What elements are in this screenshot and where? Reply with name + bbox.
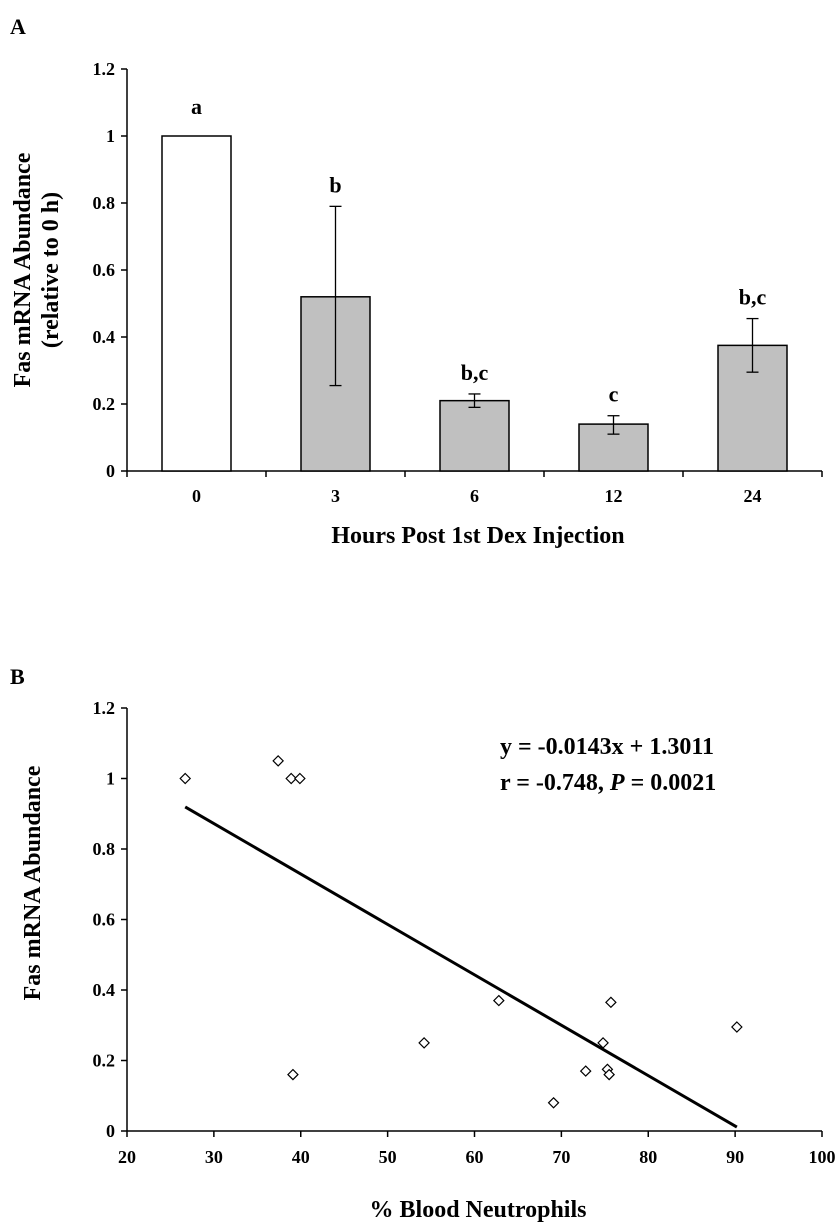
panel-b-x-tick-label: 50: [379, 1147, 397, 1167]
panel-a-y-tick-label: 0.2: [93, 394, 116, 414]
panel-b-x-tick-label: 30: [205, 1147, 223, 1167]
panel-b-y-tick-label: 0.2: [93, 1051, 116, 1071]
panel-a-significance-label: b,c: [461, 360, 489, 385]
panel-a-axes: [121, 68, 823, 477]
panel-a-error-bars: [329, 205, 759, 435]
panel-b-x-tick-label: 80: [639, 1147, 657, 1167]
panel-b-regression-line: [184, 805, 738, 1129]
panel-a-significance-labels: a b b,c c b,c: [191, 94, 766, 407]
panel-a-y-tick-label: 0.8: [93, 193, 116, 213]
panel-b-data-point: [603, 1068, 616, 1081]
panel-a-y-tick-label: 0.4: [93, 327, 116, 347]
panel-b-x-tick-label: 60: [466, 1147, 484, 1167]
panel-b-x-tick-labels: 20 30 40 50 60 70 80 90 100: [118, 1147, 836, 1167]
panel-b-data-point: [285, 772, 298, 785]
panel-b-data-point: [731, 1021, 743, 1033]
panel-b-trendline: [184, 805, 738, 1129]
panel-a-y-tick-labels: 0 0.2 0.4 0.6 0.8 1 1.2: [93, 59, 116, 481]
panel-a-bar: [439, 399, 510, 472]
panel-b-stats-p: P: [609, 770, 625, 796]
panel-b: B 00.20.40.60.811.2 20 30 40 50 60 70 80 90 100 …: [10, 664, 836, 1223]
panel-b-y-tick-label: 0.4: [93, 980, 116, 1000]
panel-a-significance-label: c: [609, 382, 619, 407]
panel-b-data-point: [547, 1096, 560, 1109]
panel-a-y-tick-label: 0.6: [93, 260, 116, 280]
panel-b-data-point: [294, 772, 306, 785]
panel-b-data-point: [418, 1037, 430, 1049]
panel-b-x-tick-label: 70: [552, 1147, 570, 1167]
panel-a-y-tick-label: 1: [106, 126, 115, 146]
panel-b-y-tick-labels: 0 0.2 0.4 0.6 0.8 1 1.2: [93, 698, 116, 1141]
panel-a-significance-label: b: [329, 172, 341, 197]
panel-b-data-point: [272, 755, 285, 767]
panel-b-y-tick-label: 1: [106, 769, 115, 789]
panel-b-x-tick-label: 40: [292, 1147, 310, 1167]
panel-b-label: B: [10, 664, 25, 689]
panel-a-label: A: [10, 14, 26, 39]
panel-b-data-point: [492, 994, 505, 1007]
panel-a-y-tick-label: 1.2: [93, 59, 116, 79]
panel-b-x-tick-label: 90: [726, 1147, 744, 1167]
panel-b-y-axis-label: Fas mRNA Abundance: [20, 765, 46, 1000]
panel-a-x-tick-label: 12: [605, 486, 623, 506]
panel-a-bar: [161, 135, 232, 472]
panel-b-stats-prefix: r = -0.748,: [500, 770, 610, 796]
panel-a-significance-label: a: [191, 94, 202, 119]
panel-b-data-point: [597, 1037, 609, 1049]
panel-b-equation: y = -0.0143x + 1.3011: [500, 734, 714, 760]
panel-b-x-axis-label: % Blood Neutrophils: [370, 1197, 587, 1223]
panel-a: A a b b,c c b,c 0 0.2 0.4 0.6 0.8 1 1.2 0 3 6 12 24 Ho…: [10, 14, 823, 549]
panel-a-y-axis-label-line2: (relative to 0 h): [38, 192, 64, 348]
panel-b-data-point: [579, 1065, 592, 1077]
panel-a-bars: [161, 135, 788, 472]
panel-a-x-tick-labels: 0 3 6 12 24: [192, 486, 762, 506]
panel-b-x-tick-label: 20: [118, 1147, 136, 1167]
panel-b-y-tick-label: 0: [106, 1121, 115, 1141]
panel-a-y-tick-label: 0: [106, 461, 115, 481]
panel-b-x-tick-label: 100: [809, 1147, 836, 1167]
panel-b-points: [179, 755, 743, 1109]
panel-a-x-tick-label: 6: [470, 486, 479, 506]
panel-b-y-tick-label: 0.8: [93, 839, 116, 859]
panel-a-significance-label: b,c: [739, 285, 767, 310]
panel-b-y-tick-label: 0.6: [93, 910, 116, 930]
panel-b-stats: r = -0.748, P = 0.0021: [500, 770, 716, 796]
panel-a-x-tick-label: 0: [192, 486, 201, 506]
panel-b-data-point: [287, 1068, 299, 1081]
panel-a-x-tick-label: 3: [331, 486, 340, 506]
panel-a-y-axis-label-line1: Fas mRNA Abundance: [10, 152, 36, 387]
panel-b-data-point: [605, 996, 617, 1009]
panel-b-stats-suffix: = 0.0021: [625, 770, 717, 796]
panel-b-y-tick-label: 1.2: [93, 698, 116, 718]
panel-a-x-tick-label: 24: [744, 486, 762, 506]
panel-b-axes: [121, 707, 823, 1137]
panel-a-x-axis-label: Hours Post 1st Dex Injection: [331, 523, 624, 549]
panel-b-data-point: [179, 772, 192, 785]
